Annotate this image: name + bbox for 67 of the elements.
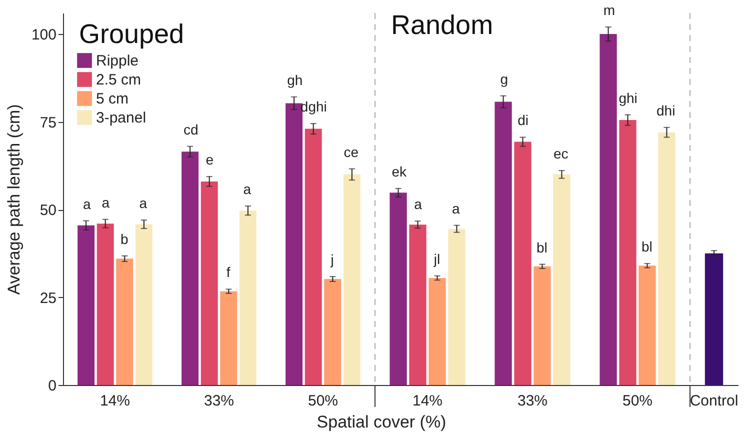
data-label: bl [641, 238, 652, 255]
bar [428, 278, 446, 385]
x-tick-label: 33% [517, 392, 548, 410]
x-tick-label: 14% [100, 392, 130, 410]
bar [534, 266, 551, 385]
bar [448, 228, 466, 385]
bar [514, 142, 532, 385]
data-label: m [603, 2, 615, 18]
bar [286, 103, 303, 385]
y-tick-label: 100 [31, 26, 56, 44]
bar [200, 181, 218, 385]
legend-label: Ripple [96, 52, 139, 70]
bar [553, 174, 570, 385]
data-label: ek [392, 163, 408, 180]
y-axis-title: Average path length (cm) [4, 104, 24, 295]
bar [78, 225, 95, 385]
chart-title: Random [391, 10, 494, 40]
bar [390, 192, 407, 385]
bar [619, 120, 636, 385]
data-label: di [518, 112, 529, 128]
bar [135, 224, 152, 385]
data-label: ghi [618, 90, 638, 106]
data-label: gh [287, 72, 303, 88]
data-label: ec [553, 146, 568, 162]
y-tick-label: 50 [40, 202, 56, 220]
data-label: b [120, 230, 128, 247]
x-tick-label: 33% [204, 392, 234, 410]
data-label: bl [536, 239, 548, 256]
x-tick-label: 50% [308, 392, 338, 410]
x-tick-label: 14% [412, 392, 443, 410]
x-tick-label: 50% [622, 392, 653, 410]
x-tick-label: Control [690, 392, 738, 410]
legend-label: 2.5 cm [96, 72, 142, 88]
y-tick-label: 0 [48, 378, 56, 394]
bar [116, 258, 134, 385]
data-label: jl [432, 250, 440, 267]
bar [658, 132, 676, 385]
legend-label: 3-panel [96, 110, 146, 126]
data-label: e [206, 152, 214, 168]
data-label: cd [184, 121, 198, 138]
bar [638, 266, 656, 385]
data-label: a [102, 194, 110, 210]
bar [304, 128, 322, 385]
y-tick-label: 25 [40, 290, 56, 307]
data-label: a [83, 196, 92, 212]
data-label: g [500, 70, 508, 87]
bar [494, 102, 512, 385]
legend-label: 5 cm [96, 90, 129, 108]
data-label: a [414, 196, 422, 212]
data-label: a [243, 181, 252, 198]
bar [409, 224, 426, 385]
data-label: f [226, 264, 230, 280]
bar [343, 174, 360, 385]
bar [324, 279, 342, 385]
data-label: j [330, 252, 334, 268]
data-label: dhi [656, 102, 676, 118]
data-label: a [452, 200, 460, 216]
bar [182, 152, 199, 385]
bar [600, 34, 617, 385]
bar [220, 291, 238, 385]
bar [96, 224, 114, 385]
chart-title: Grouped [79, 19, 184, 49]
bar [239, 210, 256, 385]
x-axis-title: Spatial cover (%) [316, 412, 446, 432]
data-label: ce [344, 144, 359, 160]
data-label: a [139, 195, 148, 212]
y-tick-label: 75 [40, 114, 56, 132]
